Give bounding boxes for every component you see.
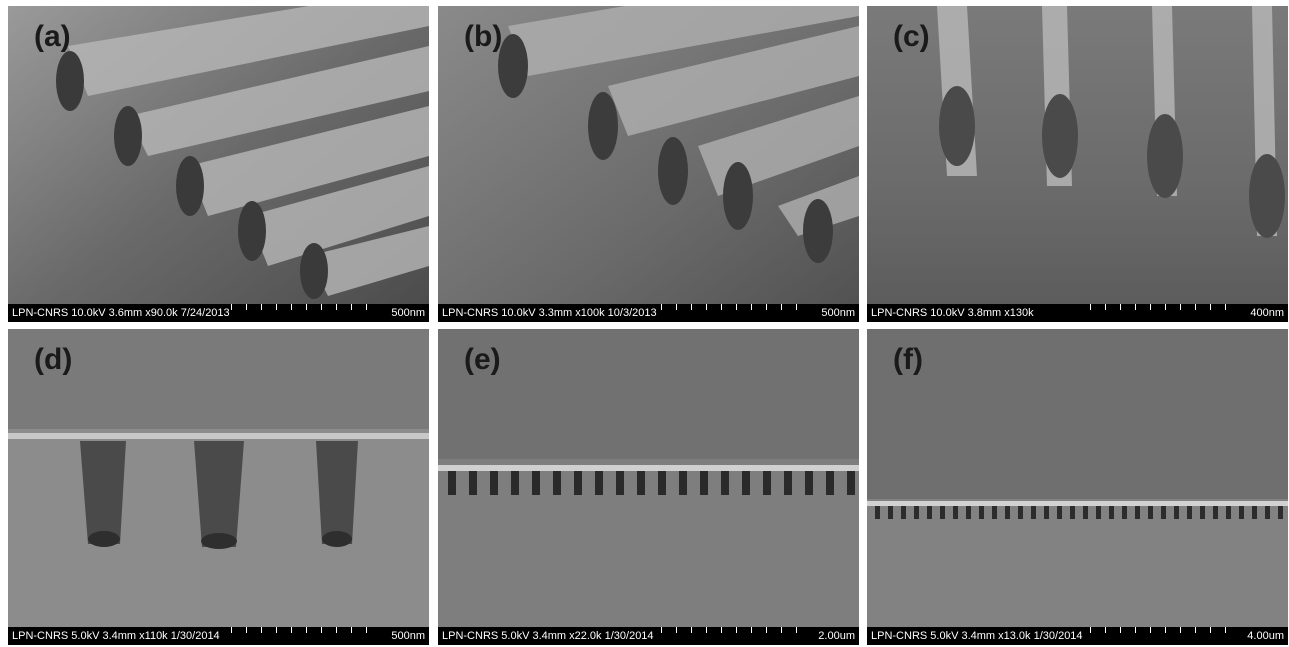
- scale-bar-label: 500nm: [821, 307, 855, 319]
- panel-label: (a): [34, 20, 71, 53]
- acquisition-info: LPN-CNRS 5.0kV 3.4mm x110k 1/30/2014: [12, 630, 220, 642]
- sem-image-f: [867, 329, 1288, 645]
- sem-panel-e: (e) LPN-CNRS 5.0kV 3.4mm x22.0k 1/30/201…: [438, 329, 859, 645]
- scale-bar-label: 4.00um: [1247, 630, 1284, 642]
- sem-info-bar: LPN-CNRS 10.0kV 3.6mm x90.0k 7/24/2013 5…: [8, 304, 429, 322]
- trench-array: [448, 471, 855, 495]
- acquisition-info: LPN-CNRS 10.0kV 3.6mm x90.0k 7/24/2013: [12, 307, 230, 319]
- sem-image-a: [8, 6, 429, 322]
- sem-image-c: [867, 6, 1288, 322]
- panel-label: (b): [464, 20, 503, 53]
- scale-bar-ticks: [1090, 627, 1240, 633]
- sem-info-bar: LPN-CNRS 5.0kV 3.4mm x110k 1/30/2014 500…: [8, 627, 429, 645]
- scale-bar-ticks: [231, 627, 381, 633]
- acquisition-info: LPN-CNRS 5.0kV 3.4mm x22.0k 1/30/2014: [442, 630, 654, 642]
- acquisition-info: LPN-CNRS 10.0kV 3.3mm x100k 10/3/2013: [442, 307, 657, 319]
- panel-label: (d): [34, 343, 73, 376]
- sem-info-bar: LPN-CNRS 10.0kV 3.3mm x100k 10/3/2013 50…: [438, 304, 859, 322]
- panel-label: (e): [464, 343, 501, 376]
- sem-panel-b: (b) LPN-CNRS 10.0kV 3.3mm x100k 10/3/201…: [438, 6, 859, 322]
- sem-info-bar: LPN-CNRS 5.0kV 3.4mm x13.0k 1/30/2014 4.…: [867, 627, 1288, 645]
- trench-array: [875, 506, 1283, 519]
- scale-bar-label: 2.00um: [818, 630, 855, 642]
- scale-bar-label: 500nm: [391, 307, 425, 319]
- scale-bar-ticks: [661, 627, 811, 633]
- panel-label: (f): [893, 343, 923, 376]
- panel-label: (c): [893, 20, 930, 53]
- sem-image-d: [8, 329, 429, 645]
- scale-bar-ticks: [1090, 304, 1240, 310]
- acquisition-info: LPN-CNRS 5.0kV 3.4mm x13.0k 1/30/2014: [871, 630, 1083, 642]
- acquisition-info: LPN-CNRS 10.0kV 3.8mm x130k: [871, 307, 1034, 319]
- scale-bar-ticks: [231, 304, 381, 310]
- scale-bar-ticks: [661, 304, 811, 310]
- sem-panel-a: (a) LPN-CNRS 10.0kV 3.6mm x90.0k 7/24/20…: [8, 6, 429, 322]
- scale-bar-label: 400nm: [1250, 307, 1284, 319]
- sem-image-e: [438, 329, 859, 645]
- scale-bar-label: 500nm: [391, 630, 425, 642]
- sem-panel-c: (c) LPN-CNRS 10.0kV 3.8mm x130k 400nm: [867, 6, 1288, 322]
- sem-image-b: [438, 6, 859, 322]
- sem-panel-d: (d) LPN-CNRS 5.0kV 3.4mm x110k 1/30/2014…: [8, 329, 429, 645]
- sem-info-bar: LPN-CNRS 5.0kV 3.4mm x22.0k 1/30/2014 2.…: [438, 627, 859, 645]
- sem-panel-f: (f) LPN-CNRS 5.0kV 3.4mm x13.0k 1/30/201…: [867, 329, 1288, 645]
- sem-info-bar: LPN-CNRS 10.0kV 3.8mm x130k 400nm: [867, 304, 1288, 322]
